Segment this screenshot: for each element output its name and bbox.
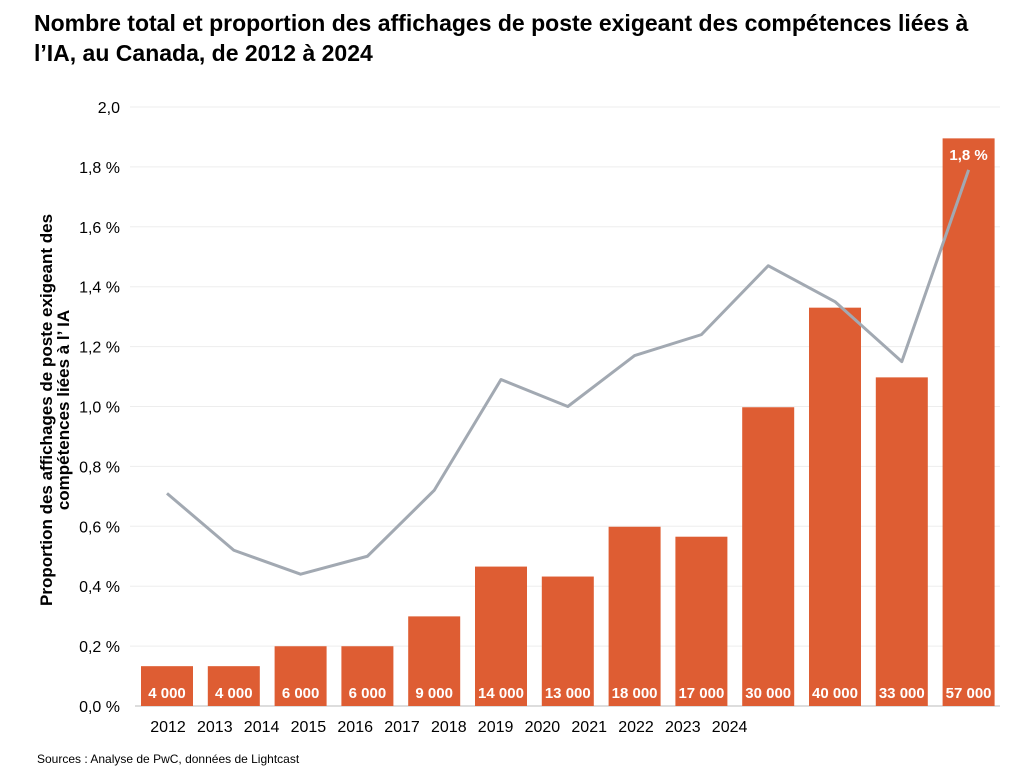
- y-tick-label: 0,0 %: [79, 699, 120, 716]
- x-category-label: 2013: [197, 719, 233, 736]
- bar-value-label: 4 000: [148, 685, 186, 702]
- line-end-label: 1,8 %: [949, 147, 987, 164]
- y-axis-label-line: compétences liées à l’ IA: [54, 310, 73, 510]
- bar: [274, 646, 327, 706]
- bar: [875, 377, 928, 706]
- x-category-label: 2021: [571, 719, 607, 736]
- y-tick-label: 0,4 %: [79, 579, 120, 596]
- y-tick-label: 0,2 %: [79, 639, 120, 656]
- y-tick-label: 1,4 %: [79, 280, 120, 297]
- x-category-label: 2017: [384, 719, 420, 736]
- y-axis-label: Proportion des affichages de poste exige…: [37, 214, 73, 606]
- y-axis-ticks: 0,0 % 0,2 % 0,4 % 0,6 % 0,8 % 1,0 % 1,2 % 1,4 %…: [79, 100, 120, 716]
- bar-value-label: 14 000: [478, 685, 524, 702]
- bar-value-label: 17 000: [678, 685, 724, 702]
- bar-value-label: 6 000: [282, 685, 320, 702]
- y-tick-label: 2,0: [98, 100, 120, 117]
- bar-value-label: 57 000: [946, 685, 992, 702]
- bar: [608, 526, 661, 706]
- y-tick-label: 1,8 %: [79, 160, 120, 177]
- bar-value-label: 33 000: [879, 685, 925, 702]
- bar-value-label: 4 000: [215, 685, 253, 702]
- source-note: Sources : Analyse de PwC, données de Lig…: [37, 752, 300, 766]
- x-category-label: 2018: [431, 719, 467, 736]
- y-axis-label-line: Proportion des affichages de poste exige…: [37, 214, 56, 606]
- bar: [541, 576, 594, 706]
- bar-value-label: 9 000: [415, 685, 453, 702]
- bar: [475, 566, 527, 706]
- x-category-label: 2019: [478, 719, 514, 736]
- bar: [809, 307, 861, 706]
- bar: [207, 666, 260, 706]
- y-tick-label: 0,8 %: [79, 459, 120, 476]
- x-category-label: 2020: [525, 719, 561, 736]
- x-category-label: 2016: [337, 719, 373, 736]
- x-category-label: 2014: [244, 719, 280, 736]
- data-labels: 4 000 4 000 6 000 6 000 9 000 14 000 13 000 18 …: [148, 147, 991, 702]
- y-tick-label: 0,6 %: [79, 519, 120, 536]
- chart-title: Nombre total et proportion des affichage…: [34, 10, 969, 66]
- bar: [408, 616, 461, 706]
- bars: [141, 138, 995, 706]
- bar-value-label: 40 000: [812, 685, 858, 702]
- bar-value-label: 18 000: [612, 685, 658, 702]
- y-tick-label: 1,6 %: [79, 220, 120, 237]
- x-category-label: 2015: [291, 719, 327, 736]
- x-category-label: 2023: [665, 719, 701, 736]
- proportion-line: [166, 169, 971, 576]
- x-category-label: 2012: [150, 719, 186, 736]
- bar-value-label: 13 000: [545, 685, 591, 702]
- y-tick-label: 1,2 %: [79, 340, 120, 357]
- bar: [341, 646, 394, 706]
- x-category-label: 2022: [618, 719, 654, 736]
- x-category-label: 2024: [712, 719, 748, 736]
- bar: [742, 407, 795, 706]
- bar: [675, 536, 728, 706]
- bar-value-label: 30 000: [745, 685, 791, 702]
- bar: [141, 666, 193, 706]
- bar-value-label: 6 000: [349, 685, 387, 702]
- y-tick-label: 1,0 %: [79, 400, 120, 417]
- bar: [942, 138, 995, 706]
- x-axis-categories: 2012 2013 2014 2015 2016 2017 2018 2019 2020 2021…: [150, 719, 747, 736]
